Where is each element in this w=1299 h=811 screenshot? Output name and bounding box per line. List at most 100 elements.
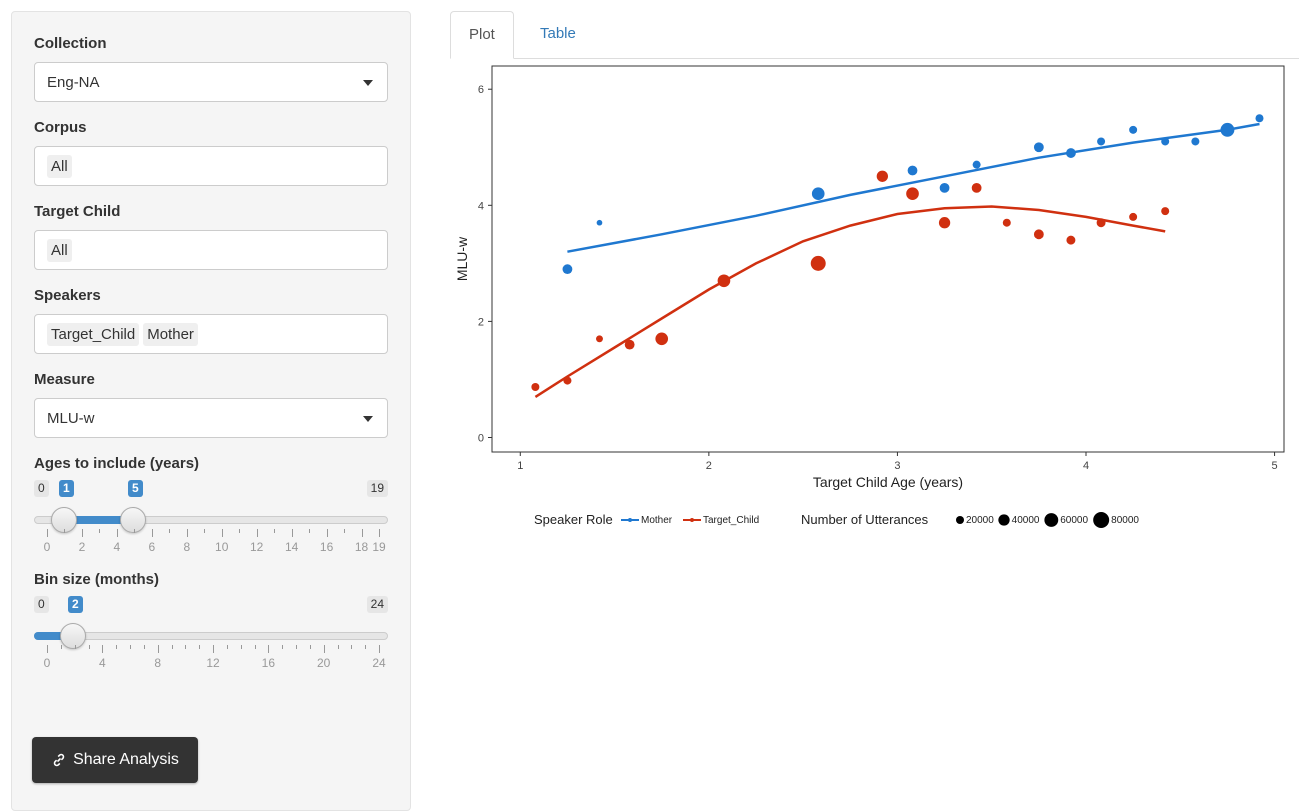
x-tick-label: 4 [1083, 460, 1089, 472]
speaker-chip-mother[interactable]: Mother [143, 322, 198, 346]
legend-size-label: 40000 [1012, 515, 1040, 526]
ages-tick-label: 0 [43, 540, 51, 554]
bin-value-label: 2 [68, 596, 83, 613]
legend-label-target_child: Target_Child [703, 515, 759, 526]
data-point-mother [1066, 148, 1076, 158]
ages-from-handle[interactable] [51, 507, 77, 533]
bin-handle[interactable] [60, 623, 86, 649]
bin-tick [213, 645, 214, 653]
ages-track[interactable] [34, 516, 388, 524]
bin-tick [296, 645, 297, 649]
legend-key-point [628, 518, 632, 522]
ages-tick-label: 18 [354, 540, 369, 554]
data-point-target_child [596, 335, 603, 343]
ages-min-label: 0 [34, 480, 49, 497]
ages-tick [344, 529, 346, 533]
legend-size-label: 60000 [1060, 515, 1088, 526]
bin-tick [282, 645, 284, 649]
ages-selected-range [64, 516, 133, 524]
ages-tick [309, 529, 311, 533]
bin-tick [365, 645, 367, 649]
data-point-target_child [810, 255, 826, 271]
data-point-mother [939, 182, 950, 193]
target-child-select[interactable]: All [34, 230, 388, 270]
bin-tick [226, 645, 228, 649]
sidebar-panel: Collection Eng-NA Corpus All Target Chil… [11, 11, 411, 811]
share-analysis-button[interactable]: Share Analysis [32, 737, 198, 783]
collection-value: Eng-NA [47, 73, 100, 91]
bin-track[interactable] [34, 632, 388, 640]
x-tick-label: 1 [517, 460, 523, 472]
data-point-mother [1161, 137, 1170, 146]
data-point-mother [562, 264, 573, 275]
ages-tick [151, 529, 153, 537]
data-point-target_child [1096, 218, 1106, 228]
corpus-label: Corpus [34, 119, 87, 136]
ages-tick [186, 529, 188, 537]
bin-tick-label: 20 [316, 656, 331, 670]
bin-tick-label: 24 [372, 656, 386, 670]
tab-table[interactable]: Table [540, 25, 576, 42]
ages-tick-label: 8 [183, 540, 191, 554]
ages-range-slider[interactable]: 0 19 1 5 0 2 4 6 8 10 12 14 16 18 19 [34, 474, 388, 570]
ages-tick [239, 529, 241, 533]
ages-tick [326, 529, 328, 537]
measure-select[interactable]: MLU-w [34, 398, 388, 438]
data-point-target_child [1002, 218, 1011, 227]
ages-to-handle[interactable] [120, 507, 146, 533]
bin-tick-label: 8 [154, 656, 161, 670]
fit-line-mother [567, 122, 1260, 253]
target-child-chip[interactable]: All [47, 238, 72, 262]
data-point-target_child [1161, 207, 1170, 216]
y-axis-label: MLU-w [454, 236, 470, 281]
data-point-target_child [655, 332, 669, 346]
data-point-mother [811, 187, 825, 201]
caret-down-icon [363, 80, 373, 86]
tab-plot[interactable]: Plot [450, 11, 514, 59]
ages-from-label: 1 [59, 480, 74, 497]
ages-tick [169, 529, 171, 533]
legend-size-point [1093, 512, 1110, 528]
collection-select[interactable]: Eng-NA [34, 62, 388, 102]
y-tick-label: 2 [478, 316, 484, 328]
data-point-mother [907, 165, 918, 176]
legend-size-point [1044, 513, 1059, 527]
data-point-mother [1220, 122, 1235, 137]
speaker-chip-target-child[interactable]: Target_Child [47, 322, 140, 346]
bin-size-slider[interactable]: 0 24 2 0 4 8 12 16 20 24 [34, 590, 388, 686]
bin-selected-range [34, 632, 74, 640]
ages-max-label: 19 [366, 480, 388, 497]
ages-tick [99, 529, 101, 533]
bin-tick [157, 645, 159, 653]
ages-tick-label: 14 [284, 540, 299, 554]
ages-tick [47, 529, 48, 537]
data-point-target_child [876, 170, 889, 182]
bin-tick [337, 645, 339, 649]
ages-tick [256, 529, 258, 537]
speakers-select[interactable]: Target_Child Mother [34, 314, 388, 354]
y-tick-label: 0 [478, 432, 484, 444]
bin-tick-label: 0 [43, 656, 51, 670]
data-point-target_child [563, 376, 572, 385]
plot-panel [491, 65, 1285, 453]
ages-tick [274, 529, 276, 533]
fit-line-target_child [534, 205, 1166, 398]
legend-size-point [956, 516, 964, 524]
corpus-select[interactable]: All [34, 146, 388, 186]
bin-tick [116, 645, 118, 649]
ages-tick [291, 529, 293, 537]
ages-tick [361, 529, 363, 537]
ages-tick [221, 529, 223, 537]
bin-min-label: 0 [34, 596, 49, 613]
bin-tick [88, 645, 90, 649]
data-point-target_child [717, 274, 731, 288]
corpus-chip[interactable]: All [47, 154, 72, 178]
ages-label: Ages to include (years) [34, 455, 200, 472]
ages-tick [81, 529, 83, 537]
caret-down-icon [363, 416, 373, 422]
ages-tick-label: 16 [319, 540, 334, 554]
ages-tick-label: 12 [249, 540, 264, 554]
bin-tick [74, 645, 76, 649]
legend-title-utterances: Number of Utterances [801, 512, 929, 527]
data-point-target_child [1033, 229, 1044, 240]
